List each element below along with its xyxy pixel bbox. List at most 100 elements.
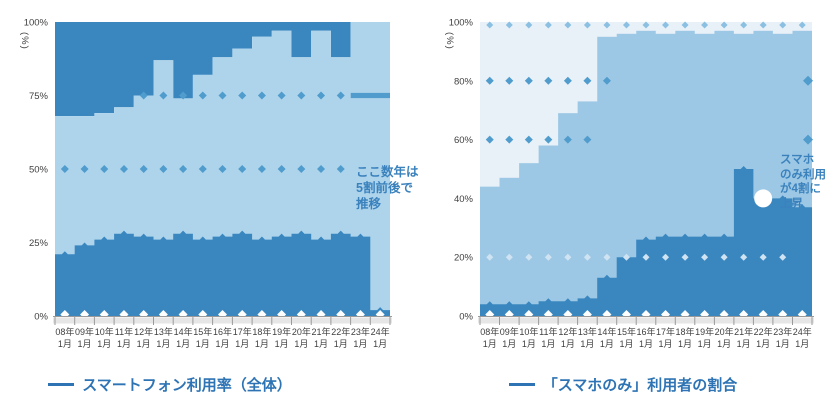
diamond-marker bbox=[61, 251, 68, 258]
reference-diamond bbox=[779, 21, 787, 29]
x-tick-label-line2: 1月 bbox=[294, 339, 308, 349]
x-tick-label-line1: 20年 bbox=[292, 326, 311, 337]
chart-left: 100%75%50%25%0%08年1月09年1月10年1月11年1月12年1月… bbox=[24, 18, 392, 349]
y-tick-label: 0% bbox=[459, 312, 473, 323]
diamond-marker bbox=[120, 230, 127, 237]
chart-left-lower-overlay-area bbox=[55, 233, 390, 316]
reference-diamond bbox=[642, 21, 650, 29]
axis-band bbox=[478, 317, 814, 324]
reference-diamond bbox=[544, 21, 552, 29]
y-tick-label: 75% bbox=[29, 91, 49, 102]
x-tick-label-line1: 18年 bbox=[252, 326, 271, 337]
reference-diamond bbox=[662, 21, 670, 29]
legend-line-marker-right bbox=[508, 382, 535, 386]
reference-diamond bbox=[779, 253, 787, 261]
x-tick-label-line2: 1月 bbox=[619, 339, 633, 349]
annotation-left-line-3: 推移 bbox=[356, 197, 382, 211]
reference-diamond bbox=[486, 253, 494, 261]
annotation-left: ここ数年は 5割前後で 推移 bbox=[356, 164, 450, 212]
reference-diamond bbox=[583, 253, 591, 261]
x-tick-label-line2: 1月 bbox=[137, 339, 151, 349]
chart-left-upper-complement-area bbox=[55, 22, 390, 117]
x-tick-label-line2: 1月 bbox=[717, 339, 731, 349]
y-tick-label: 25% bbox=[29, 238, 49, 249]
y-tick-label: 50% bbox=[29, 165, 49, 176]
reference-diamond bbox=[563, 135, 572, 144]
chart-left-x-axis bbox=[53, 316, 392, 325]
reference-diamond bbox=[159, 165, 168, 173]
reference-diamond bbox=[317, 91, 326, 100]
x-tick-label-line2: 1月 bbox=[353, 339, 367, 349]
reference-diamond bbox=[277, 165, 286, 173]
x-tick-label-line1: 09年 bbox=[75, 326, 94, 337]
x-tick-label-line1: 22年 bbox=[331, 326, 350, 337]
reference-diamond bbox=[317, 165, 326, 173]
x-tick-label-line1: 10年 bbox=[519, 326, 538, 337]
x-tick-label-line1: 15年 bbox=[617, 326, 636, 337]
diamond-marker bbox=[199, 236, 206, 243]
reference-diamond bbox=[602, 76, 611, 85]
reference-diamond bbox=[563, 76, 572, 85]
x-tick-label-line1: 19年 bbox=[272, 326, 291, 337]
reference-diamond bbox=[759, 21, 767, 29]
reference-diamond bbox=[544, 253, 552, 261]
diamond-marker bbox=[643, 236, 649, 243]
annotation-right-line-1: スマホ bbox=[780, 154, 815, 166]
reference-diamond bbox=[524, 76, 533, 85]
legend-right-label: 「スマホのみ」利用者の割合 bbox=[542, 376, 738, 394]
x-tick-label-line2: 1月 bbox=[483, 339, 497, 349]
x-tick-label-line2: 1月 bbox=[235, 339, 249, 349]
reference-diamond bbox=[198, 165, 207, 173]
reference-diamond bbox=[485, 76, 494, 85]
x-tick-label-line2: 1月 bbox=[776, 339, 790, 349]
reference-diamond bbox=[139, 91, 148, 100]
x-tick-label-line2: 1月 bbox=[600, 339, 614, 349]
x-tick-label-line2: 1月 bbox=[737, 339, 751, 349]
reference-diamond bbox=[642, 253, 650, 261]
diamond-marker bbox=[278, 233, 285, 240]
reference-diamond bbox=[505, 135, 514, 144]
reference-diamond bbox=[336, 91, 345, 100]
reference-diamond bbox=[662, 253, 670, 261]
x-tick-label-line1: 18年 bbox=[676, 326, 695, 337]
x-tick-label-line2: 1月 bbox=[215, 339, 229, 349]
y-tick-label: 80% bbox=[454, 76, 474, 87]
reference-trailing-dash bbox=[350, 92, 390, 99]
reference-diamond bbox=[544, 135, 553, 144]
diamond-marker bbox=[740, 166, 747, 172]
annotation-right-line-4: 上昇 bbox=[780, 198, 803, 211]
chart-left-overlay-markers bbox=[61, 230, 384, 314]
diamond-marker bbox=[337, 230, 344, 237]
x-tick-label-line2: 1月 bbox=[678, 339, 692, 349]
x-tick-label-line1: 11年 bbox=[115, 326, 133, 337]
diamond-marker bbox=[603, 274, 610, 281]
reference-diamond bbox=[60, 165, 69, 173]
reference-diamond bbox=[798, 21, 806, 29]
y-axis-unit-left: (%) bbox=[19, 32, 30, 50]
x-tick-label-line1: 17年 bbox=[233, 326, 252, 337]
x-tick-label-line2: 1月 bbox=[659, 339, 673, 349]
x-tick-label-line1: 16年 bbox=[636, 326, 655, 337]
diamond-marker bbox=[140, 233, 147, 240]
chart-right-upper-complement-area bbox=[480, 22, 812, 187]
reference-diamond bbox=[179, 91, 188, 100]
diamond-marker bbox=[81, 242, 88, 249]
x-tick-label-line1: 08年 bbox=[480, 326, 499, 337]
x-tick-label-line1: 21年 bbox=[734, 326, 753, 337]
annotation-left-line-2: 5割前後で bbox=[356, 181, 413, 195]
x-tick-label-line1: 14年 bbox=[597, 326, 616, 337]
diamond-marker bbox=[662, 233, 669, 240]
y-tick-label: 100% bbox=[24, 18, 49, 29]
reference-diamond bbox=[198, 91, 207, 100]
x-tick-label-line1: 15年 bbox=[193, 326, 212, 337]
reference-diamond bbox=[524, 135, 533, 144]
reference-diamond bbox=[622, 253, 630, 261]
x-tick-label-line1: 11年 bbox=[539, 326, 557, 337]
x-tick-label-line1: 24年 bbox=[371, 326, 390, 337]
annotation-right-line-2: のみ利用 bbox=[780, 168, 826, 181]
reference-diamond bbox=[583, 21, 591, 29]
reference-diamond bbox=[681, 21, 689, 29]
reference-diamond bbox=[564, 21, 572, 29]
reference-diamond bbox=[218, 165, 227, 173]
